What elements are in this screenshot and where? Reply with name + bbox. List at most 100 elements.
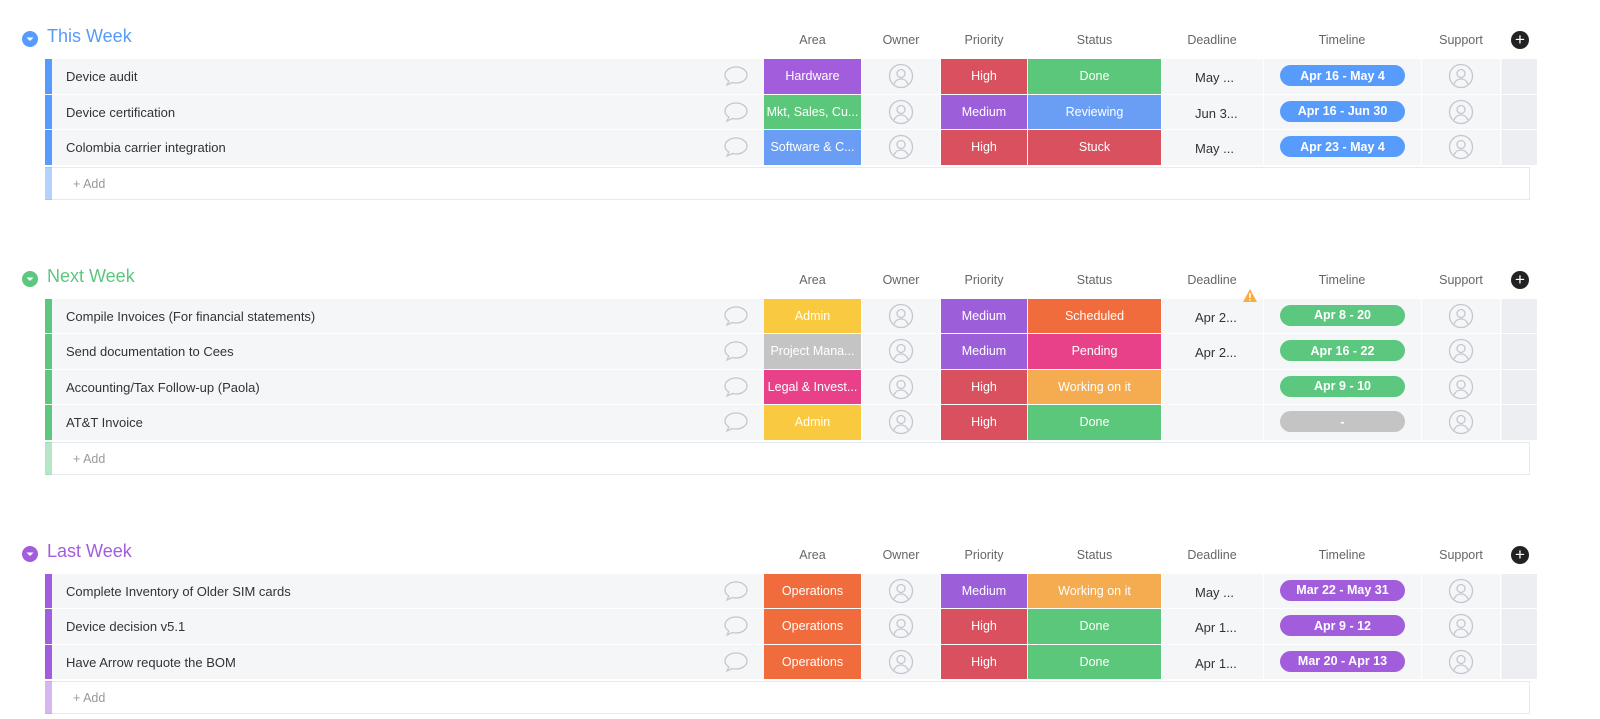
cell-divider	[861, 609, 862, 644]
deadline: Apr 1...	[1195, 620, 1237, 635]
cell-divider	[1500, 94, 1501, 129]
support-cell-end	[1502, 405, 1537, 440]
collapse-icon[interactable]	[22, 270, 38, 287]
column-header: Priority	[964, 547, 1004, 562]
cell-divider	[1161, 405, 1162, 440]
support-avatar	[1448, 649, 1474, 680]
comment-icon[interactable]	[723, 376, 749, 403]
cell-divider	[1421, 298, 1422, 333]
area-tag: Mkt, Sales, Cu...	[764, 94, 861, 129]
row-color	[45, 59, 52, 94]
item-name: Device decision v5.1	[66, 619, 186, 634]
cell-divider	[1263, 334, 1264, 369]
add-column[interactable]: +	[1511, 545, 1529, 564]
collapse-icon[interactable]	[22, 31, 38, 47]
column-header: Owner	[882, 547, 920, 562]
support-avatar	[1448, 134, 1474, 165]
cell-divider	[1421, 59, 1422, 94]
status-tag: Scheduled	[1028, 298, 1161, 333]
cell-divider	[1500, 334, 1501, 369]
add-item[interactable]: + Add	[73, 176, 106, 191]
comment-icon[interactable]	[723, 65, 749, 92]
timeline-pill: Apr 16 - 22	[1280, 340, 1405, 361]
status-tag: Working on it	[1028, 573, 1161, 608]
status-tag: Done	[1028, 644, 1161, 679]
column-header: Area	[799, 33, 826, 47]
cell-divider	[1161, 94, 1162, 129]
comment-icon[interactable]	[723, 615, 749, 642]
support-avatar	[1448, 99, 1474, 130]
cell-divider	[861, 298, 862, 333]
cell-divider	[1263, 609, 1264, 644]
deadline: Apr 1...	[1195, 655, 1237, 671]
area-tag: Software & C...	[764, 130, 861, 165]
add-item[interactable]: + Add	[73, 691, 106, 705]
deadline: Apr 2...	[1195, 345, 1237, 360]
cell-divider	[940, 405, 941, 440]
column-header: Owner	[882, 272, 920, 287]
column-header: Deadline	[1187, 547, 1237, 562]
item-name: Device certification	[66, 104, 176, 120]
add-column[interactable]: +	[1511, 270, 1529, 289]
comment-icon[interactable]	[723, 305, 749, 332]
status-tag: Done	[1028, 59, 1161, 94]
row-color	[45, 334, 52, 369]
area-tag: Admin	[764, 298, 861, 333]
cell-divider	[1161, 59, 1162, 94]
timeline-pill: Mar 22 - May 31	[1280, 579, 1405, 601]
cell-divider	[1421, 130, 1422, 165]
deadline: Apr 2...	[1195, 309, 1237, 325]
status-tag: Pending	[1028, 334, 1161, 369]
column-header: Area	[799, 272, 826, 287]
comment-icon[interactable]	[723, 340, 749, 367]
add-column[interactable]: +	[1511, 31, 1529, 49]
cell-divider	[1263, 573, 1264, 608]
cell-divider	[940, 298, 941, 333]
deadline: May ...	[1195, 70, 1235, 85]
status-tag: Working on it	[1028, 369, 1161, 404]
cell-divider	[1263, 369, 1264, 404]
row-color	[45, 405, 52, 440]
column-header: Timeline	[1318, 547, 1366, 562]
column-header: Support	[1439, 272, 1483, 287]
row-color	[45, 573, 52, 608]
support-avatar	[1448, 338, 1474, 369]
comment-icon[interactable]	[723, 651, 749, 678]
cell-divider	[1161, 130, 1162, 165]
owner-avatar	[888, 374, 914, 405]
cell-divider	[1421, 94, 1422, 129]
comment-icon[interactable]	[723, 580, 749, 607]
support-cell-end	[1502, 298, 1537, 333]
row-color	[45, 298, 52, 333]
column-header: Support	[1439, 33, 1483, 47]
support-cell-end	[1502, 644, 1537, 679]
comment-icon[interactable]	[723, 136, 749, 163]
item-name: Device audit	[66, 69, 138, 84]
cell-divider	[1500, 405, 1501, 440]
timeline-pill: Apr 23 - May 4	[1280, 136, 1405, 157]
cell-divider	[940, 94, 941, 129]
cell-divider	[861, 334, 862, 369]
cell-divider	[1263, 644, 1264, 679]
cell-divider	[940, 59, 941, 94]
deadline: Jun 3...	[1195, 105, 1238, 121]
comment-icon[interactable]	[723, 411, 749, 438]
owner-avatar	[888, 134, 914, 165]
priority-tag: Medium	[941, 298, 1027, 333]
collapse-icon[interactable]	[22, 545, 38, 562]
cell-divider	[1161, 573, 1162, 608]
cell-divider	[1263, 94, 1264, 129]
cell-divider	[940, 369, 941, 404]
add-item[interactable]: + Add	[73, 451, 106, 466]
timeline-pill: Apr 16 - May 4	[1280, 65, 1405, 86]
cell-divider	[861, 59, 862, 94]
column-header: Area	[799, 547, 826, 562]
item-name: Send documentation to Cees	[66, 344, 234, 359]
support-cell-end	[1502, 573, 1537, 608]
deadline: May ...	[1195, 141, 1235, 156]
cell-divider	[1500, 369, 1501, 404]
column-header: Status	[1076, 547, 1113, 562]
area-tag: Project Mana...	[764, 334, 861, 369]
cell-divider	[1161, 298, 1162, 333]
comment-icon[interactable]	[723, 101, 749, 128]
